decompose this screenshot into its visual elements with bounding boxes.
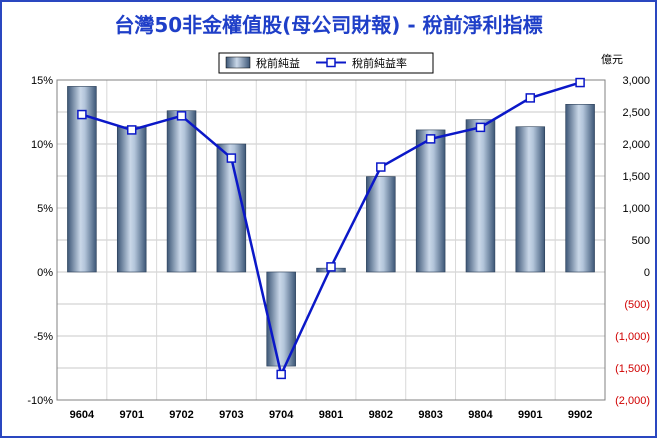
line-point-9704 [276,369,286,380]
bar-9803 [415,129,446,273]
right-tick-label: 0 [644,267,650,279]
legend-line-label: 稅前純益率 [352,56,407,70]
bar-9703 [216,143,247,273]
bar-9802 [366,176,396,273]
right-tick-label: (1,500) [615,363,650,375]
line-series [77,77,585,380]
category-label-9701: 9701 [119,409,143,421]
legend-bar-swatch [225,56,251,69]
right-axis-unit: 億元 [601,53,623,66]
line-point-9802 [376,162,386,172]
bar-9701 [116,126,147,273]
category-label-9703: 9703 [219,409,243,421]
plot-border [56,79,606,401]
category-label-9902: 9902 [568,409,592,421]
bar-9804 [465,119,496,273]
line-point-9702 [176,111,187,121]
line-point-9902 [575,77,585,88]
right-tick-label: 2,000 [622,139,650,151]
left-tick-label: -5% [33,331,53,343]
category-label-9804: 9804 [468,409,493,421]
category-label-9901: 9901 [518,409,542,421]
line-point-9804 [475,122,486,133]
right-tick-label: (500) [624,299,650,311]
legend-line-marker [326,57,336,68]
left-tick-label: -10% [27,395,53,407]
category-label-9704: 9704 [269,409,294,421]
right-tick-label: 500 [632,235,650,247]
left-tick-label: 0% [37,267,53,279]
chart-title: 台灣50非金權值股(母公司財報) - 稅前淨利指標 [114,13,542,37]
right-tick-label: 1,500 [622,171,650,183]
bar-9704 [266,271,296,367]
right-tick-label: (2,000) [615,395,650,407]
line-point-9701 [126,125,137,135]
right-tick-label: 1,000 [622,203,650,215]
line-point-9803 [425,134,436,144]
legend-bar-label: 稅前純益 [256,56,300,70]
right-tick-label: (1,000) [615,331,650,343]
bar-series [67,86,595,367]
line-point-9604 [77,109,87,120]
category-label-9702: 9702 [169,409,193,421]
legend: 稅前純益 稅前純益率 [218,52,434,74]
left-tick-label: 5% [37,203,53,215]
category-label-9802: 9802 [369,409,393,421]
line-point-9801 [326,262,336,272]
left-tick-label: 10% [31,139,53,151]
bar-9901 [515,126,546,273]
left-tick-label: 15% [31,75,53,87]
line-point-9901 [525,93,536,103]
line-point-9703 [226,153,237,163]
bar-9702 [166,110,197,273]
category-label-9604: 9604 [70,409,95,421]
bar-9902 [565,104,595,273]
grid [56,79,606,401]
category-label-9803: 9803 [418,409,442,421]
category-label-9801: 9801 [319,409,343,421]
right-tick-label: 3,000 [622,75,650,87]
right-tick-label: 2,500 [622,107,650,119]
axes: -10% -5% 0% 5% 10% 15% (2,000) (1,500) (1,000) (5… [27,75,650,421]
